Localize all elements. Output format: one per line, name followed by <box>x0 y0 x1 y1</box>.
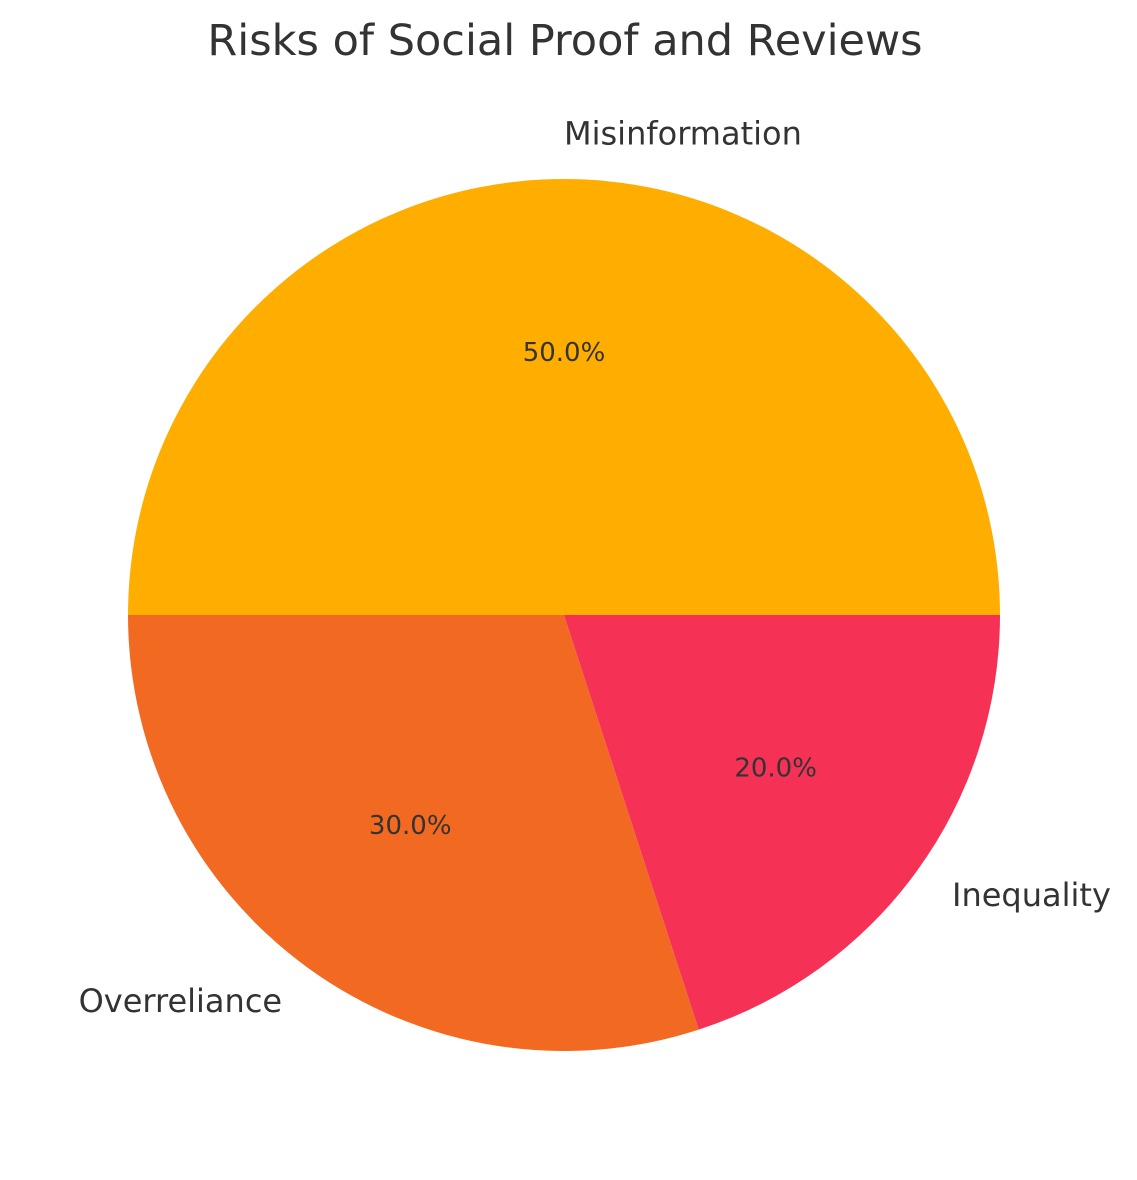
chart-title: Risks of Social Proof and Reviews <box>207 16 922 66</box>
slice-percent-overreliance: 30.0% <box>369 811 452 841</box>
pie-slice-misinformation <box>128 179 1000 615</box>
slice-label-misinformation: Misinformation <box>564 114 802 152</box>
pie-slice-inequality <box>564 615 1000 1030</box>
slice-label-inequality: Inequality <box>952 876 1111 914</box>
pie-slices <box>128 179 1000 1051</box>
slice-label-overreliance: Overreliance <box>79 982 283 1020</box>
pie-labels: Misinformation 50.0% Overreliance 30.0% Ineq… <box>79 114 1111 1020</box>
slice-percent-misinformation: 50.0% <box>523 338 606 368</box>
pie-slice-overreliance <box>128 615 699 1051</box>
slice-percent-inequality: 20.0% <box>734 753 817 783</box>
